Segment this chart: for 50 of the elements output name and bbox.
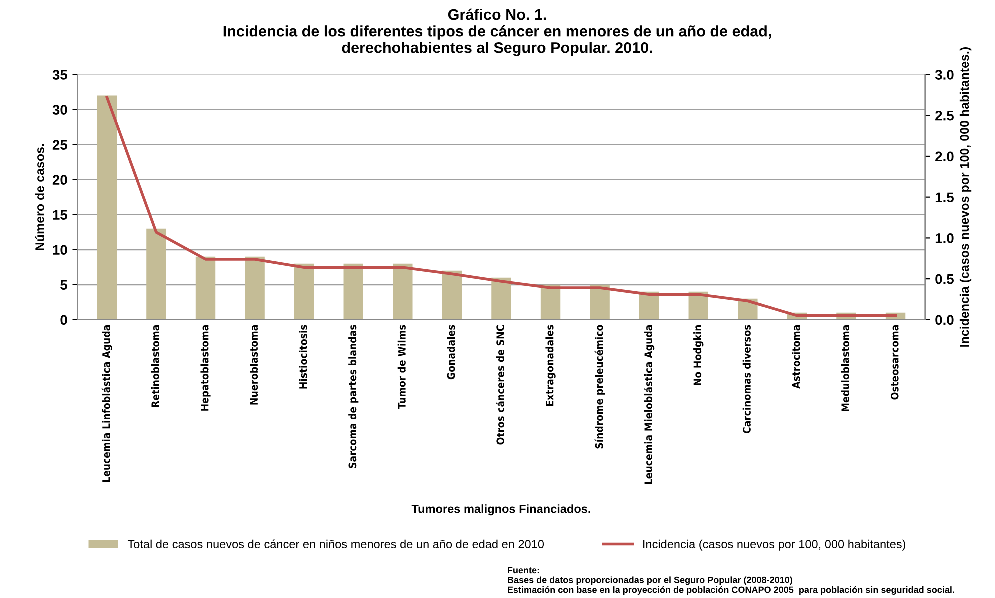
y-tick-label: 0 (60, 315, 68, 326)
y2-tick-label: 0.5 (936, 274, 954, 284)
y-tick-label: 10 (53, 245, 68, 256)
y-axis-title: Número de casos. (35, 144, 44, 250)
y2-tick-label: 1.5 (936, 192, 954, 203)
legend-label: Incidencia (casos nuevos por 100, 000 habitantes) (644, 540, 906, 551)
bar (245, 256, 265, 320)
chart-title: Gráfico No. 1. Incidencia de los diferentes tipos de cáncer en menores de un año de edad, derechohabientes al Seguro Popular. 2010. (224, 8, 772, 56)
x-tick-label: Otros cánceres de SNC (496, 325, 504, 445)
x-tick-label: Meduloblastoma (841, 326, 850, 412)
y2-tick-label: 0.0 (936, 315, 954, 326)
x-tick-label: Hepatoblastoma (200, 326, 211, 411)
x-tick-label: Astrocitoma (792, 326, 800, 389)
source-note: Fuente: Bases de datos proporcionadas por el Seguro Popular (2008-2010) Estimación con base en la proyección de población CONAPO 2005 para población sin seguridad social. (508, 567, 954, 596)
bar (97, 96, 118, 320)
x-axis-title: Tumores malignos Financiados. (412, 504, 590, 516)
x-tick-label: Leucemia Linfoblástica Aguda (102, 326, 112, 482)
bar (196, 256, 216, 320)
bar (492, 278, 512, 320)
legend-label: Total de casos nuevos de cáncer en niños menores de un año de edad en 2010 (128, 540, 544, 549)
bar (146, 228, 166, 320)
x-tick-label: Nueroblastoma (250, 326, 258, 405)
bar (442, 270, 462, 320)
x-tick-label: Osteosarcoma (890, 326, 899, 400)
y-tick-label: 30 (52, 105, 68, 115)
y2-axis-title: Incidencia (casos nuevos por 100, 000 habitantes.) (960, 48, 972, 347)
bar (590, 284, 610, 320)
y-tick-label: 35 (52, 70, 68, 80)
y2-tick-label: 1.0 (936, 234, 954, 244)
x-tick-label: Histiocitosis (299, 325, 308, 389)
x-tick-label: Gonadales (447, 325, 456, 380)
x-tick-label: Extragonadales (546, 325, 556, 406)
bar (344, 264, 364, 320)
x-tick-label: Leucemia Mieloblástica Aguda (644, 326, 655, 484)
y-tick-label: 25 (52, 140, 68, 150)
x-tick-label: Sarcoma de partes blandas (348, 325, 359, 468)
bar (393, 264, 413, 320)
x-tick-label: No Hodgkin (694, 326, 704, 386)
x-tick-label: Retinoblastoma (151, 326, 160, 408)
y-tick-label: 5 (60, 280, 68, 290)
y-tick-label: 15 (53, 210, 68, 220)
y-tick-label: 20 (52, 175, 68, 185)
line-series (106, 96, 898, 318)
y2-tick-label: 2.0 (936, 152, 954, 162)
bar (294, 264, 314, 320)
x-tick-label: Carcinomas diversos (742, 325, 751, 434)
x-tick-label: Síndrome preleucémico (594, 325, 606, 449)
y2-tick-label: 3.0 (935, 70, 954, 80)
x-tick-label: Tumor de Wilms (398, 325, 406, 410)
y2-tick-label: 2.5 (936, 110, 954, 121)
